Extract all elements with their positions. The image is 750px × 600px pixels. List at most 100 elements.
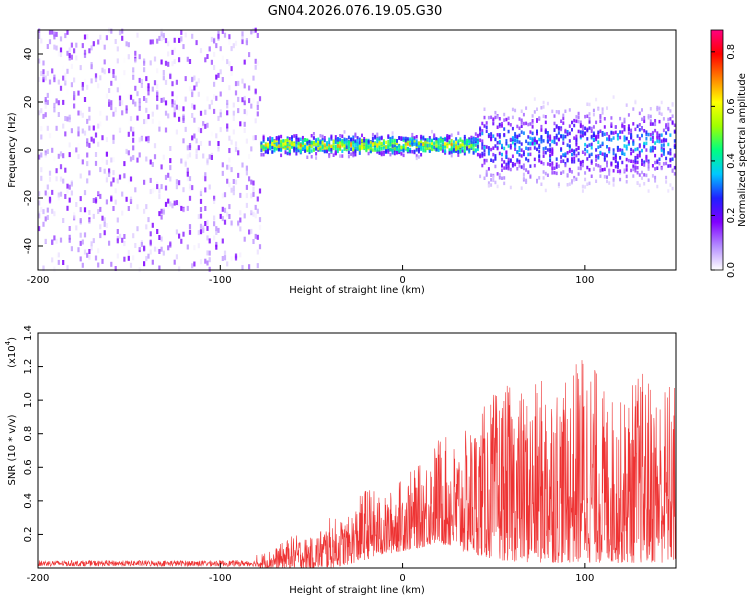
spectrogram-cell (361, 133, 363, 138)
spectrogram-cell (310, 134, 313, 138)
spectrogram-cell (479, 127, 482, 131)
spectrogram-cell (293, 146, 296, 151)
spectrogram-cell (173, 98, 176, 104)
spectrogram-cell (110, 100, 113, 106)
spectrogram-cell (299, 146, 302, 151)
spectrogram-cell (188, 145, 192, 151)
spectrogram-cell (542, 150, 545, 155)
spectrogram-cell (134, 137, 137, 143)
spectrogram-cell (116, 178, 119, 184)
spectrogram-cell (520, 154, 523, 158)
spectrogram-cell (248, 176, 251, 182)
spectrogram-cell (217, 72, 220, 78)
spectrogram-cell (38, 154, 41, 160)
spectrogram-cell (352, 135, 355, 139)
spectrogram-cell (206, 219, 209, 225)
spectrogram-cell (494, 115, 497, 120)
spectrogram-cell (645, 173, 648, 178)
spectrogram-cell (476, 152, 479, 157)
snr-x-tick-label: -100 (209, 573, 232, 584)
spectrogram-cell (341, 139, 344, 143)
spectrogram-cell (256, 111, 259, 117)
spectrogram-cell (140, 135, 143, 141)
spectrogram-cell (531, 121, 534, 125)
spectrogram-cell (162, 70, 165, 75)
spectrogram-cell (164, 100, 168, 106)
spectrogram-cell (271, 137, 274, 141)
spectrogram-cell (323, 146, 326, 151)
spectrogram-cell (621, 150, 624, 155)
spectrogram-cell (256, 33, 259, 38)
spectrogram-cell (103, 217, 106, 223)
spectrogram-cell (134, 101, 137, 107)
spectrogram-cell (243, 109, 246, 115)
spectrogram-cell (518, 117, 521, 121)
spectrogram-cell (151, 259, 154, 265)
spectrogram-cell (592, 137, 595, 142)
spectrogram-cell (112, 157, 115, 162)
spectrogram-cell (402, 136, 405, 141)
spectrogram-cell (599, 144, 602, 148)
spectrogram-cell (228, 157, 231, 163)
spectrogram-cell (671, 114, 674, 118)
spectrogram-cell (73, 48, 76, 54)
spectrogram-cell (586, 182, 589, 186)
spectrogram-cell (64, 194, 67, 199)
spectrogram-cell (426, 146, 429, 150)
spectrogram-cell (68, 142, 71, 148)
spectrogram-cell (560, 127, 563, 132)
colorbar: 0.00.20.40.60.8 Normalized spectral ampl… (710, 29, 748, 278)
spectrogram-cell (44, 184, 47, 190)
spectrogram-cell (271, 142, 274, 146)
spectrogram-cell (105, 137, 108, 143)
spectrogram-cell (498, 124, 501, 129)
spectrogram-cell (145, 136, 148, 142)
spectrogram-cell (501, 157, 503, 162)
spectrogram-cell (213, 199, 216, 204)
spectrogram-cell (625, 103, 628, 107)
spectrogram-cell (258, 257, 262, 263)
spectrogram-cell (603, 155, 606, 160)
spectrogram-cell (347, 154, 350, 159)
spectrogram-cell (634, 160, 637, 165)
spectrogram-cell (226, 103, 229, 109)
spectrogram-cell (208, 257, 211, 263)
spectrogram-cell (55, 98, 58, 104)
spectrogram-cell (90, 245, 93, 251)
spectrogram-cell (173, 47, 176, 53)
spectrogram-cell (108, 150, 111, 156)
snr-y-tick-label: 1.0 (23, 392, 34, 408)
spectrogram-cell (455, 142, 458, 146)
spectrogram-cell (291, 135, 293, 139)
spectrogram-cell (153, 143, 157, 149)
spectrogram-cell (551, 167, 554, 171)
spectrogram-cell (660, 143, 663, 148)
spectrogram-cell (483, 149, 486, 153)
spectrogram-cell (129, 126, 133, 132)
spectrogram-cell (481, 129, 484, 133)
spectrogram-cell (245, 193, 248, 199)
spectrogram-cell (149, 60, 152, 66)
snr-scale-exponent: 4 (4, 340, 12, 345)
spectrogram-cell (118, 174, 122, 180)
spectrogram-cell (310, 155, 313, 159)
spectrogram-cell (232, 110, 235, 116)
spectrogram-cell (549, 158, 552, 163)
spectrogram-cell (347, 150, 350, 155)
spectrogram-cell (391, 135, 394, 140)
spectrogram-cell (136, 115, 139, 121)
spectrogram-cell (673, 165, 676, 170)
snr-scale-base: (x10 (7, 345, 18, 368)
spectrogram-cell (162, 97, 165, 103)
spectrogram-cell (509, 123, 512, 127)
spectrogram-cell (415, 156, 418, 161)
spectrogram-cell (361, 146, 363, 150)
spectrogram-cell (457, 146, 460, 150)
spectrogram-cell (411, 137, 414, 141)
spectrogram-cell (667, 164, 670, 168)
spectrogram-cell (280, 147, 283, 152)
spectrogram-cell (46, 192, 49, 198)
spectrogram-cell (553, 121, 556, 126)
spectrogram-cell (551, 161, 554, 165)
spectrogram-cell (42, 113, 45, 119)
